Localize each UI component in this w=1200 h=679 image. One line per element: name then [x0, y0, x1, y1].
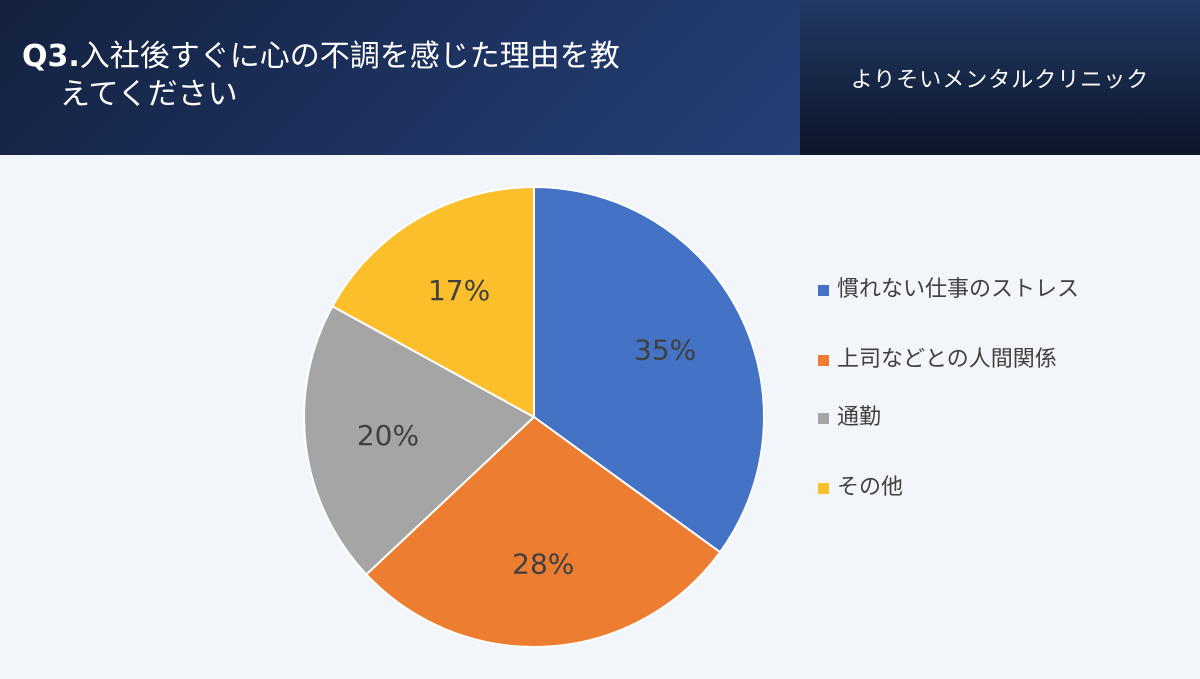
pie-data-label: 35%: [634, 334, 696, 367]
clinic-panel: よりそいメンタルクリニック: [800, 0, 1200, 155]
page-title: Q3.入社後すぐに心の不調を感じた理由を教 えてください: [22, 38, 762, 114]
pie-slice-relationships: [364, 415, 722, 648]
pie-slice-work-stress: [533, 185, 765, 554]
legend-item-other: その他: [818, 470, 1118, 506]
pie-slice-commute: [303, 304, 536, 576]
title-text-1: 入社後すぐに心の不調を感じた理由を教: [79, 39, 620, 74]
legend-swatch: [818, 413, 829, 424]
legend-label: その他: [837, 475, 904, 500]
clinic-name: よりそいメンタルクリニック: [850, 67, 1150, 93]
legend-label: 上司などとの人間関係: [837, 347, 1057, 372]
header-banner: Q3.入社後すぐに心の不調を感じた理由を教 えてください よりそいメンタルクリニ…: [0, 0, 1200, 155]
legend-swatch: [818, 483, 829, 494]
title-line-1: Q3.入社後すぐに心の不調を感じた理由を教: [22, 38, 762, 76]
pie-data-label: 20%: [357, 419, 419, 452]
legend-item-commute: 通勤: [818, 400, 1118, 436]
legend-item-relationships: 上司などとの人間関係: [818, 342, 1118, 378]
chart-legend: 慣れない仕事のストレス 上司などとの人間関係 通勤 その他: [818, 272, 1118, 540]
question-number: Q3.: [22, 39, 80, 74]
title-text-2: えてください: [60, 77, 238, 112]
legend-swatch: [818, 285, 829, 296]
legend-label: 通勤: [837, 405, 882, 430]
legend-swatch: [818, 355, 829, 366]
pie-data-label: 17%: [428, 274, 490, 307]
pie-data-label: 28%: [512, 547, 574, 580]
legend-item-work-stress: 慣れない仕事のストレス: [818, 272, 1118, 308]
legend-label: 慣れない仕事のストレス: [837, 277, 1080, 302]
pie-slice-other: [331, 185, 535, 419]
